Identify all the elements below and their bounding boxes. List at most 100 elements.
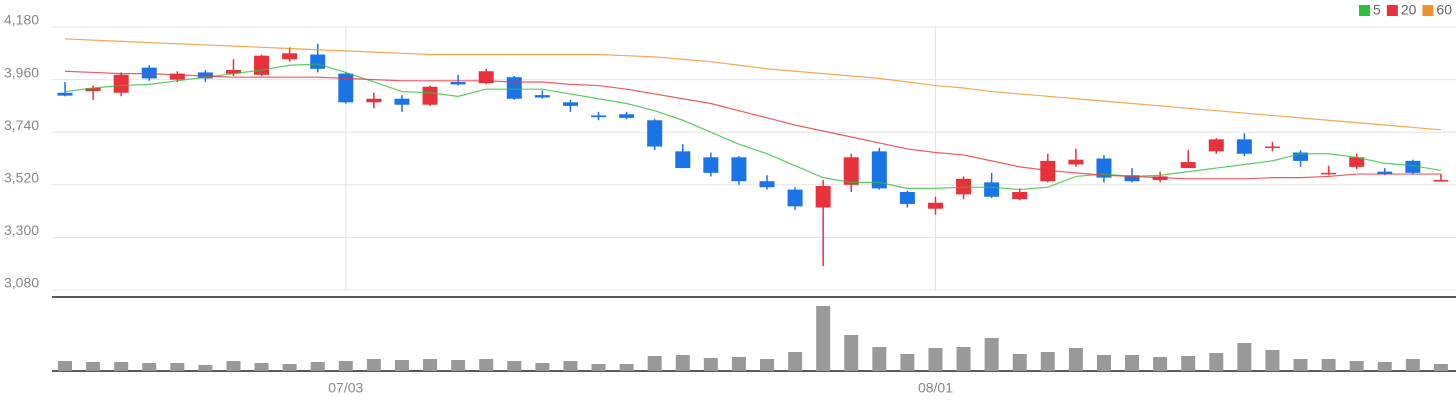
volume-bar <box>310 362 325 371</box>
legend-label: 20 <box>1401 2 1417 18</box>
candle-body <box>422 86 438 105</box>
ma-line <box>64 63 1442 191</box>
volume-bar <box>1209 353 1224 371</box>
candle-body <box>1180 162 1196 169</box>
candle-body <box>871 151 887 189</box>
candle-body <box>927 202 943 209</box>
volume-bar <box>1321 359 1336 371</box>
candle-body <box>1405 160 1421 173</box>
volume-bar <box>1405 359 1420 371</box>
candle-body <box>703 157 719 173</box>
volume-bar <box>591 364 606 371</box>
volume-bar <box>423 359 438 371</box>
volume-bar <box>1068 348 1083 371</box>
volume-bar <box>198 365 213 371</box>
candle-body <box>647 120 663 147</box>
legend-label: 60 <box>1436 2 1452 18</box>
volume-bar <box>142 363 157 371</box>
candle-body <box>899 191 915 204</box>
volume-bar <box>675 355 690 371</box>
y-tick-label: 4,180 <box>4 12 39 28</box>
candle-body <box>1293 152 1309 161</box>
volume-bar <box>282 364 297 371</box>
candle-body <box>984 182 1000 197</box>
ma-line <box>64 38 1441 131</box>
volume-bar <box>1012 354 1027 371</box>
candle-body <box>619 114 635 118</box>
volume-bar <box>86 362 101 371</box>
y-tick-label: 3,520 <box>4 170 39 186</box>
candle-body <box>591 115 607 118</box>
candle-body <box>338 73 354 103</box>
volume-bar <box>1377 362 1392 371</box>
candle-body <box>675 151 691 169</box>
candle-body <box>787 189 803 207</box>
volume-bar <box>1433 364 1448 371</box>
volume-bar <box>1153 357 1168 371</box>
volume-bar <box>58 361 72 371</box>
candle-body <box>85 87 101 92</box>
volume-bar <box>928 348 943 371</box>
volume-bar <box>1125 355 1140 371</box>
y-tick-label: 3,960 <box>4 64 39 80</box>
candle-body <box>282 53 298 60</box>
volume-bar <box>956 347 971 371</box>
volume-bar <box>788 352 803 371</box>
candle-body <box>506 77 522 99</box>
volume-bar <box>338 361 353 371</box>
candle-body <box>562 102 578 106</box>
volume-bar <box>451 360 466 371</box>
candle-body <box>225 70 241 74</box>
candle-body <box>113 74 129 93</box>
volume-bar <box>900 354 915 371</box>
volume-bar <box>647 356 662 371</box>
candle-body <box>478 71 494 84</box>
candle-body <box>1208 139 1224 152</box>
volume-bar <box>535 363 550 371</box>
candle-body <box>1236 139 1252 154</box>
x-tick-label: 07/03 <box>328 380 363 396</box>
y-tick-label: 3,080 <box>4 275 39 291</box>
legend-swatch <box>1386 5 1398 16</box>
volume-bar <box>1181 356 1196 371</box>
candle-body <box>759 181 775 188</box>
candle-body <box>1068 159 1084 165</box>
candle-body <box>1433 180 1449 182</box>
candle-body <box>1321 172 1337 175</box>
volume-bar <box>984 338 999 371</box>
volume-bar <box>619 364 634 371</box>
candle-body <box>310 54 326 69</box>
volume-bar <box>1293 359 1308 371</box>
candle-body <box>1377 171 1393 175</box>
candle-body <box>815 185 831 208</box>
volume-bar <box>366 359 381 371</box>
y-tick-label: 3,300 <box>4 222 39 238</box>
candle-body <box>534 95 550 98</box>
volume-bar <box>170 363 185 371</box>
volume-bar <box>1096 355 1111 371</box>
volume-bar <box>114 362 129 371</box>
volume-bar <box>394 360 409 371</box>
volume-bar <box>563 361 578 371</box>
volume-bar <box>703 358 718 371</box>
legend-swatch <box>1422 5 1434 16</box>
volume-bar <box>760 359 774 371</box>
volume-bar <box>226 361 241 371</box>
candle-body <box>169 73 185 80</box>
volume-bar <box>816 306 831 371</box>
candle-body <box>1096 158 1112 178</box>
volume-bar <box>1265 350 1280 371</box>
volume-bar <box>479 359 494 371</box>
volume-bar <box>1040 352 1055 371</box>
candle-body <box>254 55 270 75</box>
ma-line <box>64 70 1441 180</box>
candle-body <box>843 157 859 185</box>
y-tick-label: 3,740 <box>4 117 39 133</box>
volume-bar <box>507 361 522 371</box>
candle-body <box>1349 157 1365 167</box>
volume-bar <box>872 347 887 371</box>
volume-bar <box>731 357 746 371</box>
candle-body <box>731 157 747 182</box>
candle-body <box>1012 191 1028 200</box>
